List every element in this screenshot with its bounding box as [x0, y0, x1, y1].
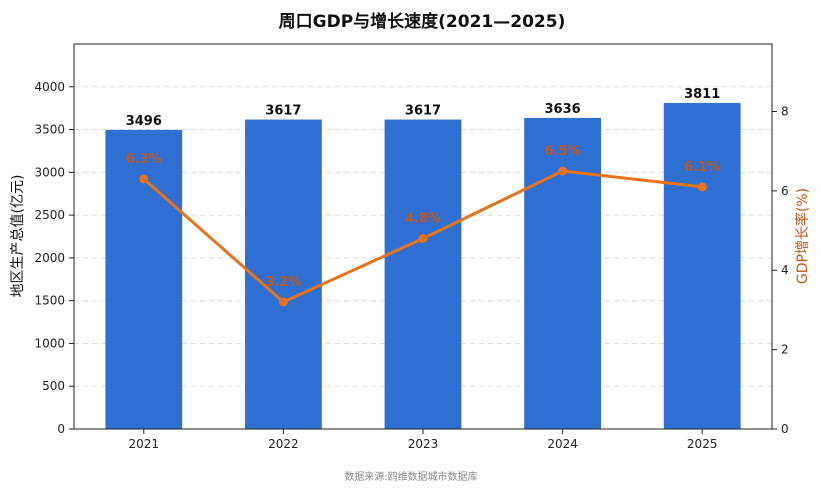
- y-tick-label: 3500: [34, 123, 65, 137]
- gdp-bar: [524, 117, 601, 430]
- y2-tick-label: 4: [781, 263, 789, 277]
- gdp-value-label: 3617: [265, 104, 301, 119]
- y-axis-ticks: 0 500 1000 1500 2000 2500 3000 3500 4000: [34, 80, 74, 436]
- gdp-value-label: 3496: [126, 114, 162, 129]
- y-tick-label: 2500: [34, 208, 65, 222]
- y-tick-label: 3000: [34, 165, 65, 179]
- y2-tick-label: 0: [781, 422, 789, 436]
- growth-rate-labels: 6.3% 3.2% 4.8% 6.5% 6.1%: [126, 144, 720, 290]
- gdp-value-label: 3617: [405, 104, 441, 119]
- y-tick-label: 4000: [34, 80, 65, 94]
- bar-value-labels: 3496 3617 3617 3636 3811: [126, 87, 721, 129]
- x-tick-label: 2024: [547, 437, 578, 451]
- growth-point: [278, 297, 288, 307]
- gdp-bar: [245, 119, 322, 429]
- y-tick-label: 2000: [34, 251, 65, 265]
- x-tick-label: 2023: [408, 437, 439, 451]
- y-tick-label: 1500: [34, 294, 65, 308]
- growth-point: [418, 233, 428, 243]
- y-tick-label: 500: [42, 379, 65, 393]
- growth-point: [139, 174, 149, 184]
- x-tick-label: 2022: [268, 437, 299, 451]
- x-tick-label: 2025: [687, 437, 718, 451]
- y2-tick-label: 2: [781, 343, 789, 357]
- bar-series: [105, 102, 741, 430]
- y2-axis-ticks: 0 2 4 6 8: [772, 104, 789, 436]
- y-tick-label: 1000: [34, 336, 65, 350]
- growth-rate-label: 3.2%: [265, 275, 301, 290]
- y-tick-label: 0: [57, 422, 65, 436]
- gdp-bar: [663, 102, 741, 429]
- gdp-value-label: 3811: [684, 87, 720, 102]
- growth-rate-label: 4.8%: [405, 211, 441, 226]
- chart-title: 周口GDP与增长速度(2021—2025): [279, 11, 566, 32]
- y-axis-label: 地区生产总值(亿元): [10, 175, 26, 298]
- data-source-note: 数据来源:鸥维数据城市数据库: [344, 470, 477, 483]
- growth-point: [697, 182, 707, 192]
- x-tick-label: 2021: [129, 437, 160, 451]
- y2-tick-label: 8: [781, 104, 789, 118]
- y2-tick-label: 6: [781, 184, 789, 198]
- y2-axis-label: GDP增长率(%): [794, 188, 811, 284]
- growth-rate-label: 6.1%: [684, 160, 720, 175]
- growth-line-series: [139, 166, 707, 307]
- growth-rate-label: 6.5%: [545, 144, 581, 159]
- gdp-value-label: 3636: [545, 102, 581, 117]
- growth-rate-label: 6.3%: [126, 152, 162, 167]
- growth-point: [558, 166, 568, 176]
- gdp-bar: [384, 119, 462, 429]
- x-axis-ticks: 2021 2022 2023 2024 2025: [129, 429, 718, 451]
